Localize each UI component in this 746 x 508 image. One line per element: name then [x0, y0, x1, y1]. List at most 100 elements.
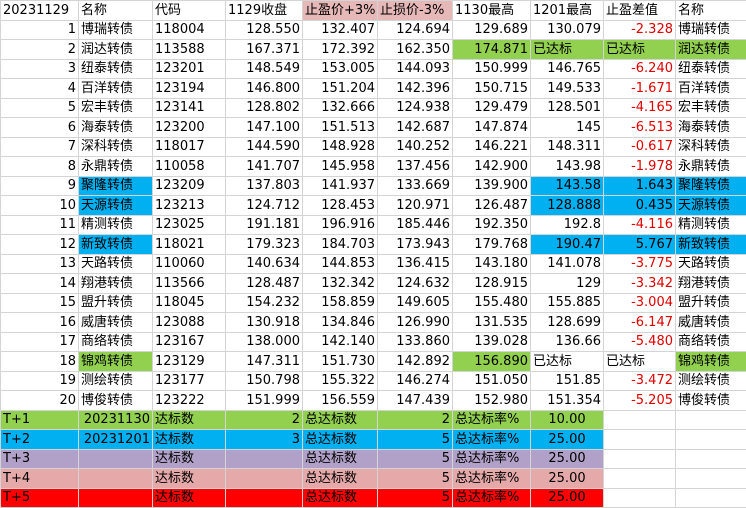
summary-cell: 25.00 — [531, 430, 604, 450]
cell: 123141 — [153, 98, 226, 118]
cell: 138.000 — [226, 332, 303, 352]
summary-cell: T+3 — [1, 449, 79, 469]
summary-cell: 5 — [378, 430, 453, 450]
cell: 123222 — [153, 391, 226, 411]
cell: 167.371 — [226, 40, 303, 60]
cell: 5.767 — [604, 235, 676, 255]
cell: -4.116 — [604, 215, 676, 235]
cell: 精测转债 — [79, 215, 153, 235]
summary-cell: 总达标数 — [303, 488, 378, 508]
cell: 126.990 — [378, 313, 453, 333]
summary-cell — [79, 469, 153, 489]
cell: 192.8 — [531, 215, 604, 235]
cell: 盟升转债 — [676, 293, 746, 313]
cell: 136.66 — [531, 332, 604, 352]
summary-cell: T+5 — [1, 488, 79, 508]
cell: 137.803 — [226, 176, 303, 196]
cell: 151.204 — [303, 79, 378, 99]
cell: 141.937 — [303, 176, 378, 196]
cell: 156.890 — [453, 352, 531, 372]
summary-cell: 5 — [378, 469, 453, 489]
cell: 142.396 — [378, 79, 453, 99]
cell: 147.439 — [378, 391, 453, 411]
cell: 148.549 — [226, 59, 303, 79]
cell: 润达转债 — [79, 40, 153, 60]
cell: 141.078 — [531, 254, 604, 274]
empty-cell — [604, 488, 676, 508]
cell: 143.98 — [531, 157, 604, 177]
cell: 商络转债 — [79, 332, 153, 352]
cell: 精测转债 — [676, 215, 746, 235]
cell: 测绘转债 — [79, 371, 153, 391]
cell: 149.605 — [378, 293, 453, 313]
cell: 海泰转债 — [676, 118, 746, 138]
cell: 140.252 — [378, 137, 453, 157]
cell: 172.392 — [303, 40, 378, 60]
cell: 146.274 — [378, 371, 453, 391]
summary-cell: T+1 — [1, 410, 79, 430]
cell: 百洋转债 — [79, 79, 153, 99]
summary-cell: 10.00 — [531, 410, 604, 430]
cell: -1.978 — [604, 157, 676, 177]
cell: 118004 — [153, 20, 226, 40]
cell: 158.859 — [303, 293, 378, 313]
cell: 110060 — [153, 254, 226, 274]
empty-cell — [676, 410, 746, 430]
cell: 142.687 — [378, 118, 453, 138]
empty-cell — [676, 449, 746, 469]
summary-cell: 25.00 — [531, 449, 604, 469]
cell: 128.550 — [226, 20, 303, 40]
header-cell: 1130最高 — [453, 1, 531, 21]
cell: 129 — [531, 274, 604, 294]
cell: 129.479 — [453, 98, 531, 118]
empty-cell — [604, 449, 676, 469]
cell: 123209 — [153, 176, 226, 196]
cell: 博瑞转债 — [676, 20, 746, 40]
cell: 141.707 — [226, 157, 303, 177]
cell: 124.632 — [378, 274, 453, 294]
cell: 151.85 — [531, 371, 604, 391]
cell: 新致转债 — [676, 235, 746, 255]
summary-cell: 总达标率% — [453, 449, 531, 469]
cell: -3.004 — [604, 293, 676, 313]
cell: 132.342 — [303, 274, 378, 294]
header-cell: 名称 — [79, 1, 153, 21]
summary-cell: 5 — [378, 449, 453, 469]
cell: 6 — [1, 118, 79, 138]
cell: 2 — [1, 40, 79, 60]
cell: 153.005 — [303, 59, 378, 79]
cell: 15 — [1, 293, 79, 313]
cell: -1.671 — [604, 79, 676, 99]
cell: 156.559 — [303, 391, 378, 411]
cell: 永鼎转债 — [676, 157, 746, 177]
cell: 129.689 — [453, 20, 531, 40]
cell: 锦鸡转债 — [79, 352, 153, 372]
cell: 132.666 — [303, 98, 378, 118]
cell: 123167 — [153, 332, 226, 352]
cell: 天源转债 — [79, 196, 153, 216]
header-cell: 名称 — [676, 1, 746, 21]
summary-cell: 3 — [226, 430, 303, 450]
cell: 133.669 — [378, 176, 453, 196]
cell: 20 — [1, 391, 79, 411]
cell: 聚隆转债 — [79, 176, 153, 196]
cell: 190.47 — [531, 235, 604, 255]
summary-cell: 总达标率% — [453, 469, 531, 489]
header-cell: 止盈价+3% — [303, 1, 378, 21]
summary-cell — [226, 488, 303, 508]
cell: 9 — [1, 176, 79, 196]
cell: 110058 — [153, 157, 226, 177]
cell: 126.487 — [453, 196, 531, 216]
cell: 151.730 — [303, 352, 378, 372]
cell: -6.240 — [604, 59, 676, 79]
cell: 深科转债 — [676, 137, 746, 157]
cell: 永鼎转债 — [79, 157, 153, 177]
